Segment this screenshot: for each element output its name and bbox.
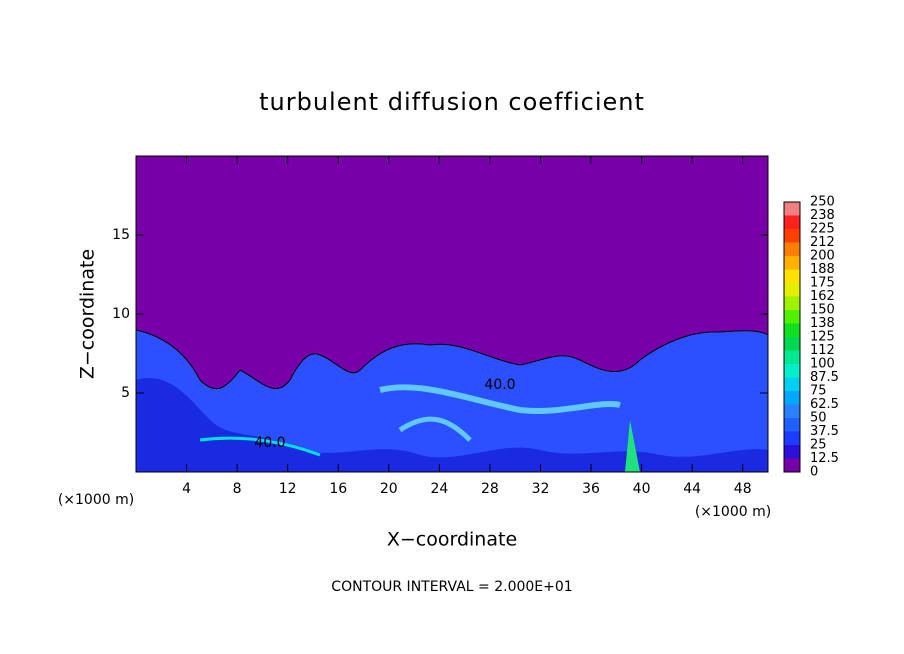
colorbar-label: 50: [810, 411, 827, 426]
x-axis-label: X−coordinate: [387, 529, 517, 551]
contour-line: [135, 329, 769, 390]
colorbar-label: 238: [810, 208, 835, 223]
colorbar-label: 87.5: [810, 370, 839, 385]
colorbar-frame: [783, 201, 801, 473]
streak: [398, 416, 472, 442]
field: 40.0 40.0: [135, 156, 769, 472]
x-tick-label: 44: [683, 481, 701, 497]
colorbar-band: [784, 445, 800, 459]
colorbar-band: [784, 283, 800, 297]
colorbar-band: [784, 337, 800, 351]
colorbar-band: [784, 256, 800, 270]
colorbar-band: [784, 350, 800, 364]
colorbar-band: [784, 458, 800, 472]
streak: [199, 436, 321, 457]
y-tick-label: 15: [112, 227, 130, 243]
colorbar-band: [784, 364, 800, 378]
colorbar-label: 125: [810, 330, 835, 345]
colorbar-label: 175: [810, 276, 835, 291]
x-tick-label: 32: [532, 481, 550, 497]
y-tick-label: 10: [112, 306, 130, 322]
footer: CONTOUR INTERVAL = 2.000E+01: [331, 579, 572, 595]
x-tick-label: 8: [233, 481, 242, 497]
colorbar-label: 188: [810, 262, 835, 277]
colorbar-label: 200: [810, 249, 835, 264]
y-tick-label: 5: [121, 385, 130, 401]
x-tick-label: 4: [182, 481, 191, 497]
colorbar-label: 150: [810, 303, 835, 318]
colorbar-label: 112: [810, 343, 835, 358]
colorbar-label: 250: [810, 195, 835, 210]
colorbar-label: 75: [810, 384, 827, 399]
x-tick-label: 48: [734, 481, 752, 497]
colorbar-band: [784, 391, 800, 405]
x-unit-label: (×1000 m): [58, 492, 134, 508]
colorbar-band: [784, 310, 800, 324]
x-tick-label: 12: [279, 481, 297, 497]
streak: [625, 420, 640, 472]
colorbar-label: 225: [810, 222, 835, 237]
x-tick-label: 28: [481, 481, 499, 497]
colorbar-band: [784, 229, 800, 243]
colorbar-band: [784, 404, 800, 418]
x-tick-label: 24: [430, 481, 448, 497]
colorbar-label: 138: [810, 316, 835, 331]
colorbar-band: [784, 215, 800, 229]
streak: [379, 384, 621, 414]
colorbar-label: 212: [810, 235, 835, 250]
chart-title: turbulent diffusion coefficient: [259, 88, 645, 116]
x-tick-label: 40: [633, 481, 651, 497]
turbulent-layer: [136, 330, 768, 472]
y-axis-label: Z−coordinate: [77, 249, 99, 379]
colorbar-band: [784, 269, 800, 283]
colorbar-label: 12.5: [810, 451, 839, 466]
colorbar-band: [784, 323, 800, 337]
x-tick-label: 36: [582, 481, 600, 497]
colorbar-band: [784, 296, 800, 310]
colorbar-label: 62.5: [810, 397, 839, 412]
colorbar-band: [784, 431, 800, 445]
colorbar-label: 162: [810, 289, 835, 304]
colorbar-label: 25: [810, 438, 827, 453]
colorbar-band: [784, 242, 800, 256]
colorbar-band: [784, 377, 800, 391]
x-tick-label: 20: [380, 481, 398, 497]
colorbar-band: [784, 202, 800, 216]
colorbar-label: 37.5: [810, 424, 839, 439]
contour-label: 40.0: [254, 435, 285, 451]
x-tick-label: 16: [329, 481, 347, 497]
contour-label: 40.0: [484, 377, 515, 393]
colorbar-label: 0: [810, 465, 818, 480]
x-unit-label: (×1000 m): [695, 504, 771, 520]
colorbar-label: 100: [810, 357, 835, 372]
turbulent-core: [136, 378, 768, 472]
colorbar-band: [784, 418, 800, 432]
